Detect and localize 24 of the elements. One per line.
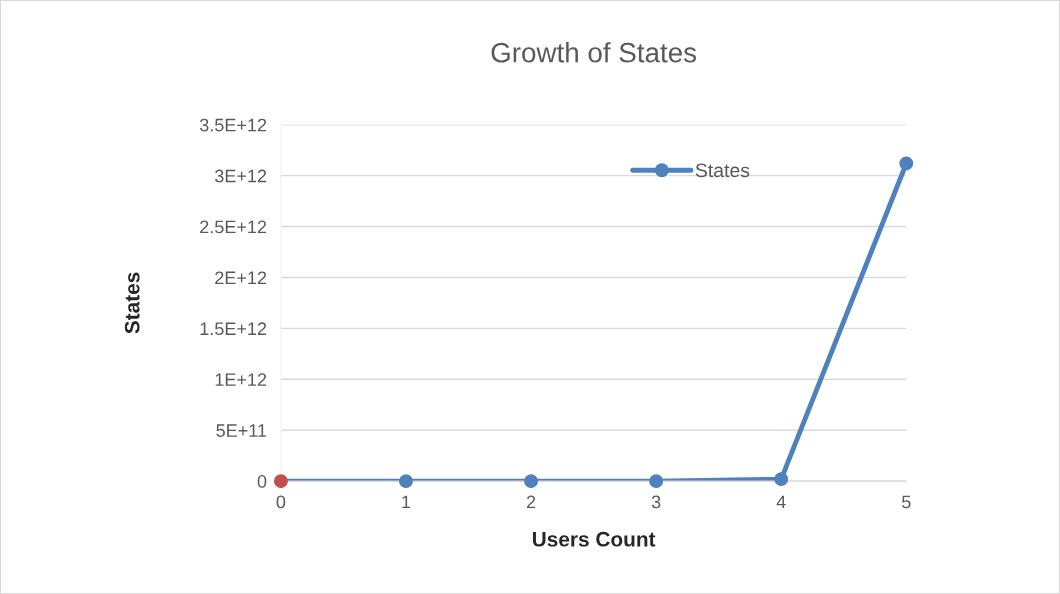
x-tick-label: 2 <box>526 495 536 509</box>
y-tick-label: 3E+12 <box>214 169 267 183</box>
point <box>524 474 539 489</box>
x-tick-label: 0 <box>276 495 286 509</box>
chart-title: Growth of States <box>491 42 697 63</box>
x-tick-label: 5 <box>902 495 911 509</box>
x-tick-label: 4 <box>776 495 786 509</box>
y-tick-label: 5E+11 <box>216 424 267 437</box>
point <box>399 474 413 489</box>
legend-label: States <box>695 163 750 178</box>
point <box>774 472 789 487</box>
y-tick-label: 0 <box>257 475 267 488</box>
y-tick-label: 2E+12 <box>215 271 267 285</box>
x-tick-label: 3 <box>651 495 661 509</box>
x-axis-title: Users Count <box>532 531 656 547</box>
point <box>899 156 914 171</box>
point <box>649 474 664 489</box>
y-tick-label: 1.5E+12 <box>200 322 267 336</box>
y-tick-label: 3.5E+12 <box>199 118 267 132</box>
x-tick-label: 1 <box>402 495 411 509</box>
y-tick-label: 1E+12 <box>215 373 267 386</box>
y-tick-label: 2.5E+12 <box>200 220 267 234</box>
point <box>273 474 288 489</box>
y-axis-title: States <box>124 272 140 334</box>
